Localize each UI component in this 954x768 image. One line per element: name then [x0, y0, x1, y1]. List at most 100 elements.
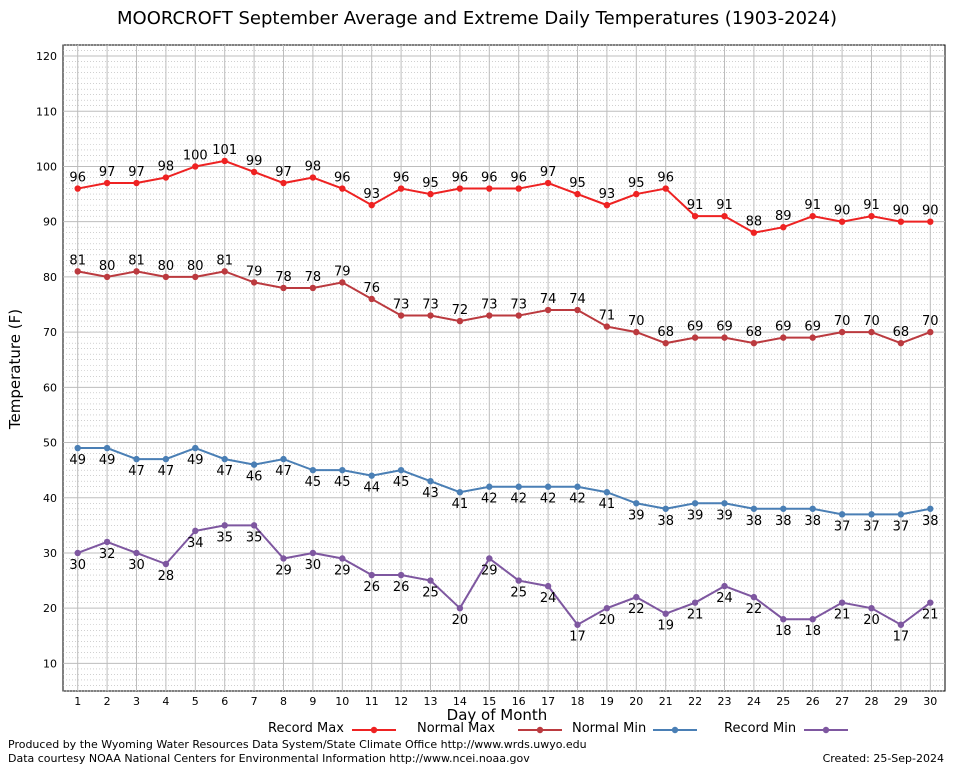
- y-tick-label: 40: [43, 492, 57, 505]
- data-label: 68: [746, 325, 763, 340]
- data-label: 96: [334, 171, 351, 186]
- data-point: [74, 268, 81, 275]
- x-tick-labels: 1 2 3 4 5 6 7 8 9 10 11 12 13 14 15 16 17 18 19 20 21 22 23 24 2…: [74, 695, 937, 708]
- data-point: [397, 466, 405, 474]
- data-point: [280, 284, 287, 292]
- data-point: [456, 317, 464, 325]
- data-point: [750, 339, 758, 347]
- data-point: [397, 312, 405, 319]
- footer-credit-line-2: Data courtesy NOAA National Centers for …: [8, 752, 530, 765]
- data-point: [427, 190, 434, 198]
- x-tick-label: 27: [835, 695, 849, 708]
- data-point: [838, 511, 846, 518]
- data-label: 89: [775, 209, 792, 224]
- data-point: [250, 461, 258, 468]
- data-point: [339, 466, 346, 474]
- data-point: [838, 218, 846, 225]
- data-point: [368, 295, 375, 303]
- data-point: [221, 522, 228, 529]
- data-label: 101: [212, 143, 237, 158]
- series-record-min: 30 32 30 28 34 35 35 29 30 29 26 26 25 20 29 25 24 17 20 22…: [69, 522, 939, 645]
- data-label: 21: [834, 608, 851, 623]
- data-point: [221, 268, 228, 275]
- data-label: 37: [863, 519, 880, 534]
- series-line: [77, 270, 931, 345]
- data-point: [574, 306, 581, 314]
- data-label: 95: [569, 176, 586, 191]
- data-label: 20: [452, 613, 469, 628]
- data-label: 25: [422, 586, 439, 601]
- data-label: 90: [893, 204, 910, 219]
- y-axis-label: Temperature (F): [6, 308, 24, 430]
- y-tick-label: 30: [43, 547, 57, 560]
- data-label: 93: [363, 187, 380, 202]
- data-label: 29: [334, 563, 351, 578]
- data-label: 97: [540, 165, 557, 180]
- series-line: [77, 446, 931, 516]
- data-label: 38: [746, 514, 763, 529]
- x-tick-label: 28: [865, 695, 879, 708]
- data-label: 38: [775, 514, 792, 529]
- data-point: [280, 455, 287, 463]
- data-point: [486, 483, 493, 490]
- data-point: [515, 577, 522, 584]
- data-point: [927, 218, 934, 225]
- data-label: 72: [452, 303, 469, 318]
- data-point: [691, 334, 699, 341]
- x-tick-label: 26: [806, 695, 820, 708]
- data-label: 43: [422, 486, 439, 501]
- data-point: [515, 483, 522, 490]
- y-tick-label: 70: [43, 326, 57, 339]
- data-point: [574, 483, 581, 490]
- data-point: [868, 511, 875, 518]
- y-tick-label: 80: [43, 271, 57, 284]
- data-point: [662, 610, 669, 617]
- x-tick-label: 13: [424, 695, 438, 708]
- x-tick-label: 6: [221, 695, 228, 708]
- data-label: 97: [128, 165, 145, 180]
- data-point: [721, 500, 728, 507]
- y-tick-label: 10: [43, 657, 57, 670]
- data-label: 81: [69, 253, 86, 268]
- y-tick-label: 20: [43, 602, 57, 615]
- data-label: 26: [363, 580, 380, 595]
- data-label: 21: [687, 608, 704, 623]
- data-label: 74: [569, 292, 586, 307]
- data-point: [397, 571, 405, 579]
- x-axis-label: Day of Month: [446, 706, 548, 724]
- data-label: 37: [834, 519, 851, 534]
- data-point: [368, 472, 375, 479]
- data-point: [339, 185, 346, 192]
- data-label: 42: [481, 492, 498, 507]
- data-label: 95: [628, 176, 645, 191]
- x-tick-label: 12: [394, 695, 408, 708]
- data-point: [544, 306, 552, 314]
- data-label: 38: [804, 514, 821, 529]
- data-label: 74: [540, 292, 557, 307]
- data-label: 69: [716, 320, 733, 335]
- data-label: 78: [305, 270, 322, 285]
- data-point: [691, 212, 699, 220]
- data-point: [250, 522, 258, 529]
- data-point: [515, 185, 522, 192]
- data-label: 73: [510, 298, 527, 313]
- data-label: 17: [569, 630, 586, 645]
- data-point: [103, 273, 111, 281]
- data-point: [897, 511, 905, 518]
- data-point: [633, 500, 640, 507]
- data-label: 73: [393, 298, 410, 313]
- x-tick-label: 22: [688, 695, 702, 708]
- data-point: [633, 328, 640, 336]
- data-point: [662, 339, 669, 347]
- data-label: 95: [422, 176, 439, 191]
- legend-normal-max-label: Normal Max: [417, 721, 496, 736]
- data-point: [838, 599, 846, 606]
- data-point: [221, 455, 228, 463]
- x-tick-label: 24: [747, 695, 761, 708]
- data-point: [221, 157, 228, 165]
- data-point: [486, 555, 493, 562]
- data-label: 26: [393, 580, 410, 595]
- data-label: 49: [99, 453, 116, 468]
- data-label: 71: [599, 309, 616, 324]
